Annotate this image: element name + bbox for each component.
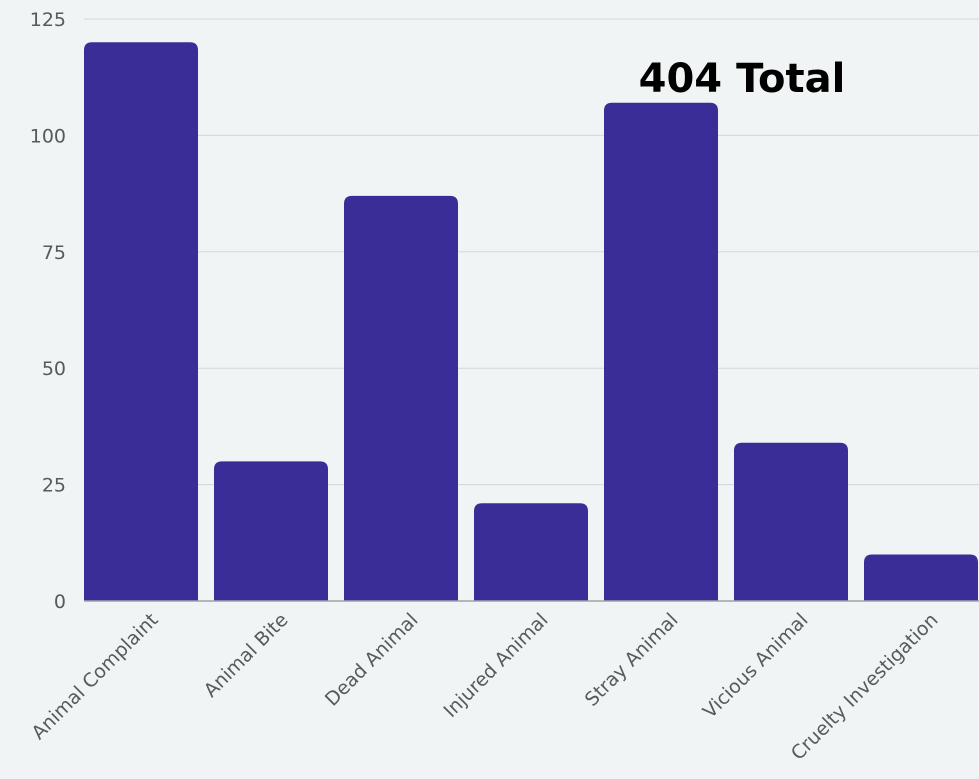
bar-injured-animal — [474, 503, 588, 601]
x-tick-label: Animal Bite — [200, 609, 293, 702]
bars — [84, 42, 978, 602]
y-axis-tick-labels: 0 25 50 75 100 125 — [30, 9, 66, 613]
y-tick-label: 25 — [42, 475, 66, 497]
bar-animal-bite — [214, 461, 328, 601]
x-tick-label: Dead Animal — [321, 609, 423, 711]
y-tick-label: 0 — [54, 591, 66, 613]
x-tick-label: Injured Animal — [439, 609, 552, 722]
x-tick-label: Vicious Animal — [699, 609, 813, 723]
bar-cruelty-investigation — [864, 554, 978, 601]
bar-stray-animal — [604, 102, 718, 602]
x-tick-label: Animal Complaint — [28, 609, 163, 744]
bar-animal-complaint — [84, 42, 198, 601]
x-axis-category-labels: Animal Complaint Animal Bite Dead Animal In… — [28, 609, 943, 765]
x-tick-label: Stray Animal — [581, 609, 683, 711]
bar-vicious-animal — [734, 442, 848, 601]
bar-dead-animal — [344, 195, 458, 602]
x-tick-label: Cruelty Investigation — [787, 609, 943, 765]
y-tick-label: 100 — [30, 125, 66, 147]
total-annotation: 404 Total — [639, 56, 846, 102]
y-tick-label: 125 — [30, 9, 66, 31]
y-tick-label: 75 — [42, 242, 66, 264]
y-tick-label: 50 — [42, 358, 66, 380]
